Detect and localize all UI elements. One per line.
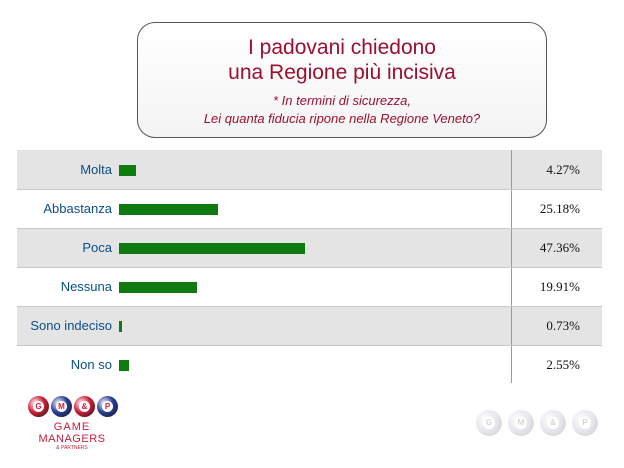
bar <box>119 243 305 254</box>
chart-title-line-2: una Regione più incisiva <box>228 61 456 84</box>
bar <box>119 165 136 176</box>
bar-chart-table: Non so 2.55% Sono indeciso 0.73% Nessuna 19.9… <box>17 150 602 384</box>
table-row: Molta 4.27% <box>17 150 602 189</box>
logo-text-partners: & PARTNERS <box>56 445 88 451</box>
watermark-ball-letter: G <box>483 417 495 429</box>
row-separator <box>17 189 602 190</box>
row-separator <box>17 228 602 229</box>
watermark-ball: P <box>572 410 598 436</box>
logo-ball: G <box>28 396 49 417</box>
bar <box>119 282 198 293</box>
row-separator <box>17 267 602 268</box>
company-logo: GAME MANAGERS & PARTNERS G M & P <box>22 396 122 454</box>
watermark-ball: & <box>540 410 566 436</box>
category-label: Non so <box>70 357 112 372</box>
category-label: Abbastanza <box>43 201 112 216</box>
bar <box>119 204 218 215</box>
logo-ball: M <box>51 396 72 417</box>
value-label: 2.55% <box>546 357 580 372</box>
row-separator <box>17 306 602 307</box>
value-label: 19.91% <box>539 279 580 294</box>
category-label: Nessuna <box>60 279 112 294</box>
logo-ball-letter: M <box>56 401 67 412</box>
bar <box>119 360 129 371</box>
watermark-ball: M <box>508 410 534 436</box>
title-box: I padovani chiedono una Regione più inci… <box>137 22 547 138</box>
table-row: Abbastanza 25.18% <box>17 189 602 228</box>
table-row: Non so 2.55% <box>17 345 602 384</box>
question-line-1: * In termini di sicurezza, <box>273 93 411 108</box>
value-label: 25.18% <box>539 201 580 216</box>
table-row: Nessuna 19.91% <box>17 267 602 306</box>
logo-ball-letter: & <box>79 401 90 412</box>
watermark-logo: G M & P <box>476 410 606 440</box>
category-label: Sono indeciso <box>30 318 112 333</box>
value-label: 0.73% <box>546 318 580 333</box>
logo-ball-letter: P <box>102 401 113 412</box>
logo-text-game: GAME <box>53 421 91 433</box>
logo-text-managers: MANAGERS <box>38 433 106 445</box>
bar <box>119 321 122 332</box>
watermark-ball-letter: M <box>515 417 527 429</box>
row-separator <box>17 345 602 346</box>
value-label: 4.27% <box>546 162 580 177</box>
watermark-ball-letter: & <box>547 417 559 429</box>
watermark-ball: G <box>476 410 502 436</box>
category-label: Poca <box>82 240 112 255</box>
chart-title-line-1: I padovani chiedono <box>248 36 436 59</box>
category-label: Molta <box>80 162 112 177</box>
logo-ball: & <box>74 396 95 417</box>
logo-ball: P <box>97 396 118 417</box>
table-row: Sono indeciso 0.73% <box>17 306 602 345</box>
watermark-ball-letter: P <box>579 417 591 429</box>
logo-ball-letter: G <box>33 401 44 412</box>
value-label: 47.36% <box>539 240 580 255</box>
table-row: Poca 47.36% <box>17 228 602 267</box>
column-separator <box>511 150 512 383</box>
question-line-2: Lei quanta fiducia ripone nella Regione … <box>203 111 481 126</box>
